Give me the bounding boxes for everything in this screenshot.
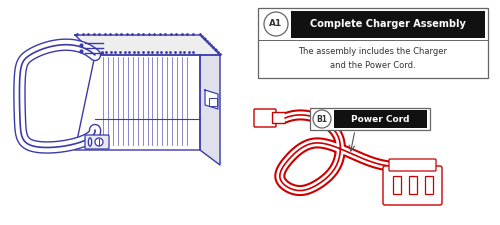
FancyBboxPatch shape: [389, 159, 436, 171]
FancyBboxPatch shape: [393, 176, 401, 194]
Bar: [258, 8, 488, 78]
FancyBboxPatch shape: [409, 176, 417, 194]
Bar: [291, 11, 485, 38]
Circle shape: [264, 12, 288, 36]
Text: Complete Charger Assembly: Complete Charger Assembly: [310, 19, 466, 29]
FancyBboxPatch shape: [85, 135, 109, 149]
Text: The assembly includes the Charger: The assembly includes the Charger: [298, 47, 448, 56]
Bar: [334, 110, 427, 128]
Circle shape: [313, 110, 331, 128]
Text: B1: B1: [316, 115, 328, 124]
Text: and the Power Cord.: and the Power Cord.: [330, 61, 416, 70]
FancyBboxPatch shape: [272, 112, 285, 124]
Polygon shape: [75, 55, 200, 150]
FancyBboxPatch shape: [425, 176, 433, 194]
FancyBboxPatch shape: [254, 109, 276, 127]
Polygon shape: [200, 55, 220, 165]
FancyBboxPatch shape: [208, 97, 216, 106]
Ellipse shape: [88, 138, 92, 146]
Polygon shape: [75, 35, 220, 55]
FancyBboxPatch shape: [383, 166, 442, 205]
Circle shape: [95, 138, 103, 146]
Polygon shape: [205, 90, 218, 109]
Text: Power Cord: Power Cord: [351, 115, 410, 124]
Bar: [310, 108, 430, 130]
Text: A1: A1: [270, 20, 282, 29]
